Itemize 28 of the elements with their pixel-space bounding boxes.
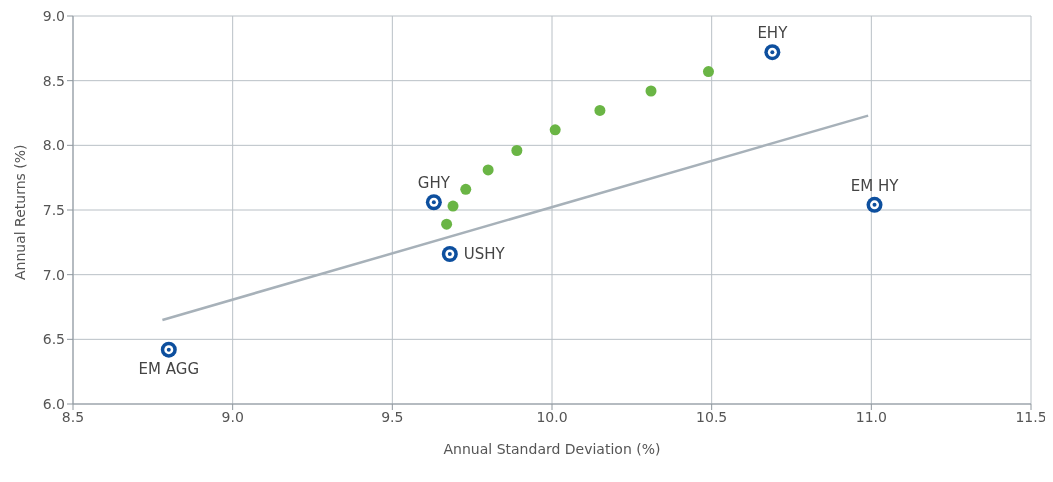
annotation: USHY [463,245,506,264]
x-tick-label: 9.0 [221,408,244,425]
y-tick-label: 7.0 [42,266,65,283]
point [460,183,472,195]
point [447,200,459,212]
y-tick-label: 6.5 [42,331,65,348]
x-tick-label: 11.5 [1015,408,1047,425]
annotation: GHY [417,174,451,193]
point [482,164,494,176]
y-tick-label: 9.0 [42,7,65,24]
point [549,124,561,136]
y-tick-label: 8.5 [42,72,65,89]
x-axis-title: Annual Standard Deviation (%) [443,440,661,457]
point [594,104,606,116]
x-tick-label: 10.0 [536,408,568,425]
x-tick-label: 11.0 [855,408,887,425]
x-tick-label: 10.5 [696,408,728,425]
point [441,218,453,230]
annotation: EM AGG [138,360,200,379]
y-tick-label: 7.5 [42,201,65,218]
point [511,145,523,157]
point [702,66,714,78]
y-axis-title: Annual Returns (%) [11,144,28,280]
annotation: EHY [757,24,789,43]
x-tick-label: 9.5 [381,408,404,425]
point [645,85,657,97]
y-tick-label: 8.0 [42,137,65,154]
annotation: EM HY [850,176,900,195]
